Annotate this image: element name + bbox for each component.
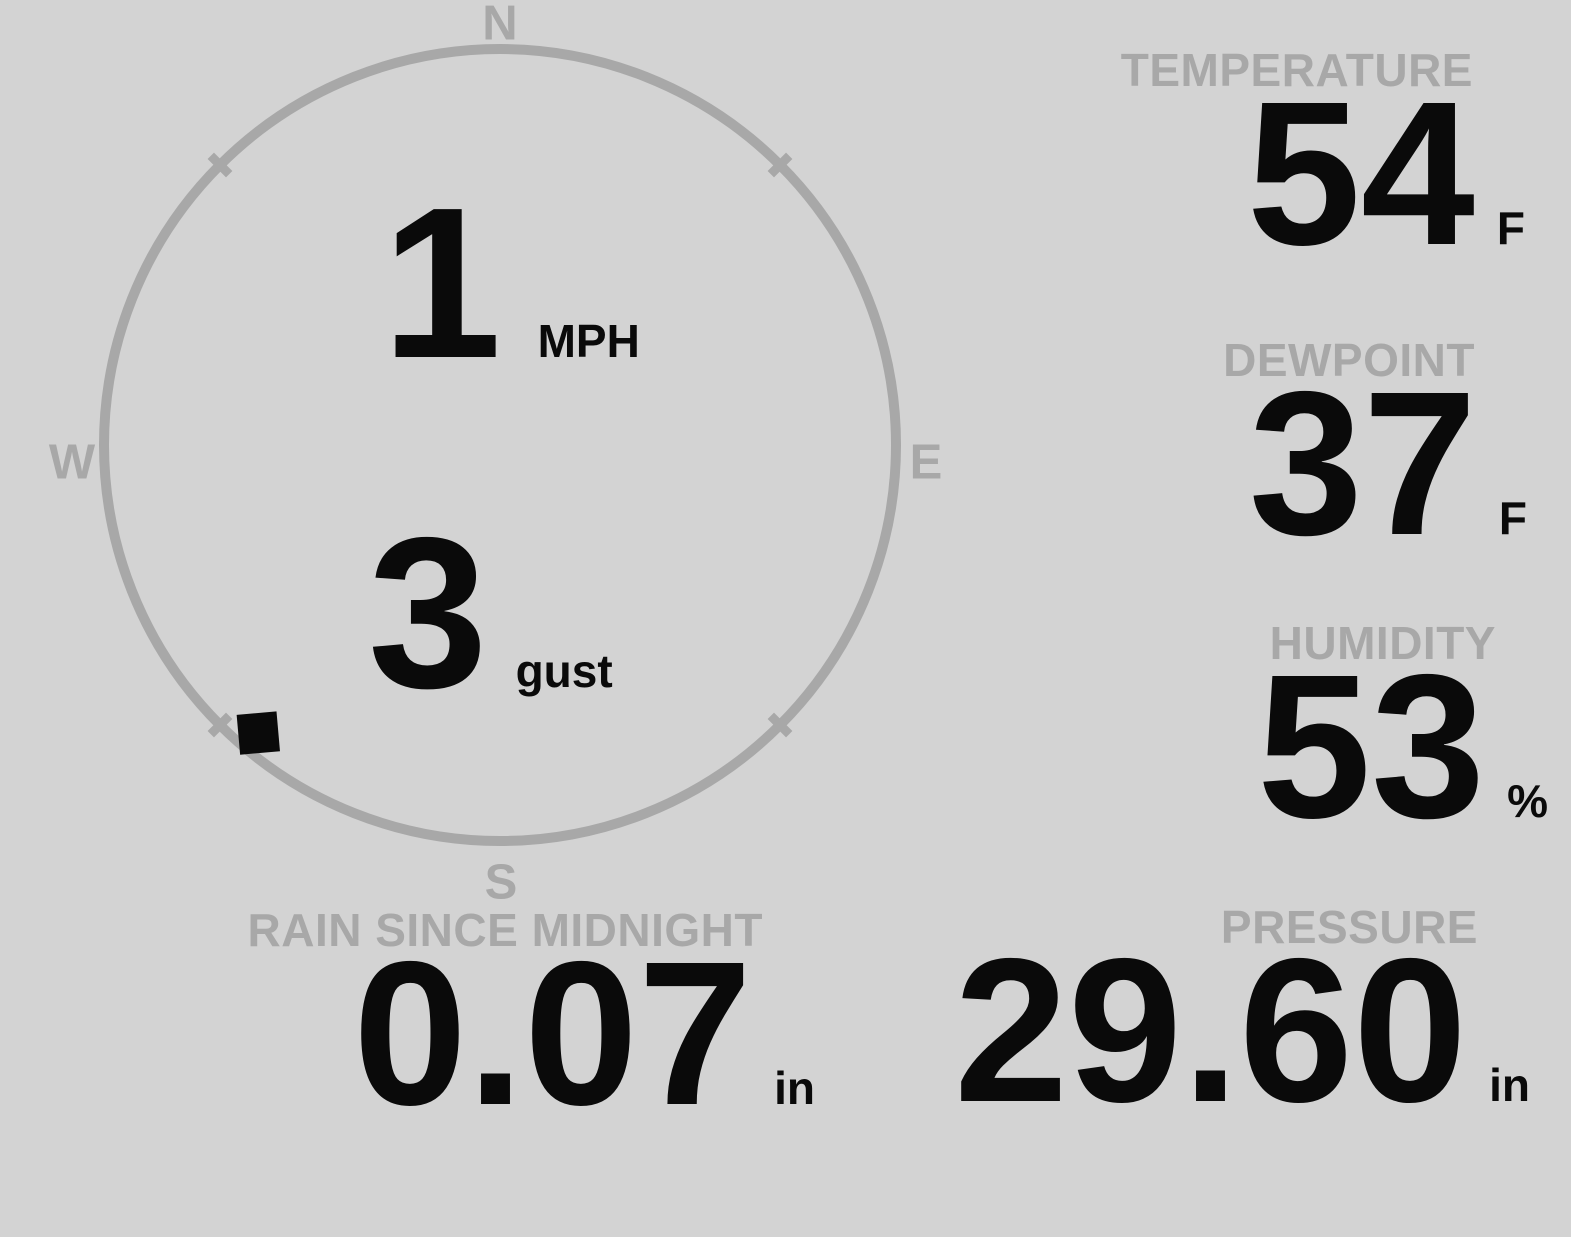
dewpoint-value-row: 37 F xyxy=(1249,361,1527,566)
humidity-value: 53 xyxy=(1257,631,1486,861)
compass-label-east: E xyxy=(909,435,943,490)
compass-tick-sw xyxy=(207,712,233,738)
wind-gust-readout: 3 gust xyxy=(368,505,613,720)
humidity-unit: % xyxy=(1507,774,1548,827)
wind-direction-indicator xyxy=(236,711,280,755)
pressure-unit: in xyxy=(1489,1058,1530,1111)
wind-speed-unit: MPH xyxy=(537,315,640,367)
metric-rain-since-midnight: RAIN SINCE MIDNIGHT 0.07 in xyxy=(248,904,816,1136)
metric-temperature: TEMPERATURE 54 F xyxy=(1121,44,1525,276)
dewpoint-label: DEWPOINT xyxy=(1223,334,1475,386)
wind-speed-value: 1 xyxy=(382,162,502,403)
compass-label-south: S xyxy=(484,855,518,910)
compass-ticks xyxy=(207,152,793,738)
compass-tick-nw xyxy=(207,152,233,178)
rain-value: 0.07 xyxy=(353,918,753,1148)
compass-label-west: W xyxy=(48,435,96,490)
metric-pressure: PRESSURE 29.60 in xyxy=(954,901,1530,1133)
compass-tick-se xyxy=(767,712,793,738)
rain-label: RAIN SINCE MIDNIGHT xyxy=(247,904,763,956)
humidity-value-row: 53 % xyxy=(1257,644,1548,849)
metric-humidity: HUMIDITY 53 % xyxy=(1257,617,1548,849)
rain-unit: in xyxy=(774,1061,815,1114)
humidity-label: HUMIDITY xyxy=(1269,617,1496,669)
dewpoint-unit: F xyxy=(1498,491,1527,544)
pressure-value-row: 29.60 in xyxy=(954,928,1530,1133)
temperature-label: TEMPERATURE xyxy=(1120,44,1473,96)
rain-value-row: 0.07 in xyxy=(353,931,815,1136)
wind-speed-readout: 1 MPH xyxy=(382,175,640,390)
wind-gust-value: 3 xyxy=(368,492,488,733)
temperature-value-row: 54 F xyxy=(1247,71,1525,276)
metric-dewpoint: DEWPOINT 37 F xyxy=(1223,334,1527,566)
wind-direction-diamond xyxy=(236,711,280,755)
wind-gust-label: gust xyxy=(515,645,613,697)
compass-ring xyxy=(99,44,901,846)
pressure-label: PRESSURE xyxy=(1220,901,1478,953)
temperature-value: 54 xyxy=(1246,58,1475,288)
dewpoint-value: 37 xyxy=(1248,348,1477,578)
temperature-unit: F xyxy=(1496,201,1525,254)
compass-tick-ne xyxy=(767,152,793,178)
compass-label-north: N xyxy=(482,0,518,51)
pressure-value: 29.60 xyxy=(954,915,1468,1145)
